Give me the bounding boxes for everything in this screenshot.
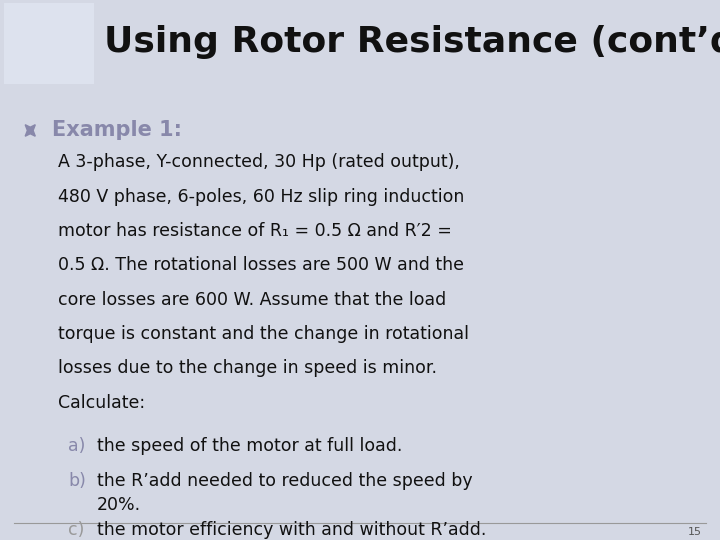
Text: 20%.: 20%.	[97, 496, 141, 515]
Text: c): c)	[68, 521, 85, 539]
Text: 480 V phase, 6-poles, 60 Hz slip ring induction: 480 V phase, 6-poles, 60 Hz slip ring in…	[58, 187, 464, 206]
Polygon shape	[25, 125, 35, 136]
Text: the speed of the motor at full load.: the speed of the motor at full load.	[97, 437, 402, 455]
Text: motor has resistance of R₁ = 0.5 Ω and R′2 =: motor has resistance of R₁ = 0.5 Ω and R…	[58, 222, 451, 240]
Text: A 3-phase, Y-connected, 30 Hp (rated output),: A 3-phase, Y-connected, 30 Hp (rated out…	[58, 153, 459, 171]
Text: b): b)	[68, 472, 86, 490]
Text: a): a)	[68, 437, 86, 455]
Text: Calculate:: Calculate:	[58, 394, 145, 412]
Text: 0.5 Ω. The rotational losses are 500 W and the: 0.5 Ω. The rotational losses are 500 W a…	[58, 256, 464, 274]
Text: torque is constant and the change in rotational: torque is constant and the change in rot…	[58, 325, 469, 343]
Text: Example 1:: Example 1:	[52, 120, 182, 140]
Text: losses due to the change in speed is minor.: losses due to the change in speed is min…	[58, 360, 436, 377]
Text: the R’add needed to reduced the speed by: the R’add needed to reduced the speed by	[97, 472, 473, 490]
Text: core losses are 600 W. Assume that the load: core losses are 600 W. Assume that the l…	[58, 291, 446, 309]
Text: the motor efficiency with and without R’add.: the motor efficiency with and without R’…	[97, 521, 487, 539]
Text: 15: 15	[688, 527, 702, 537]
FancyBboxPatch shape	[4, 3, 94, 84]
Text: Using Rotor Resistance (cont’d): Using Rotor Resistance (cont’d)	[104, 25, 720, 59]
